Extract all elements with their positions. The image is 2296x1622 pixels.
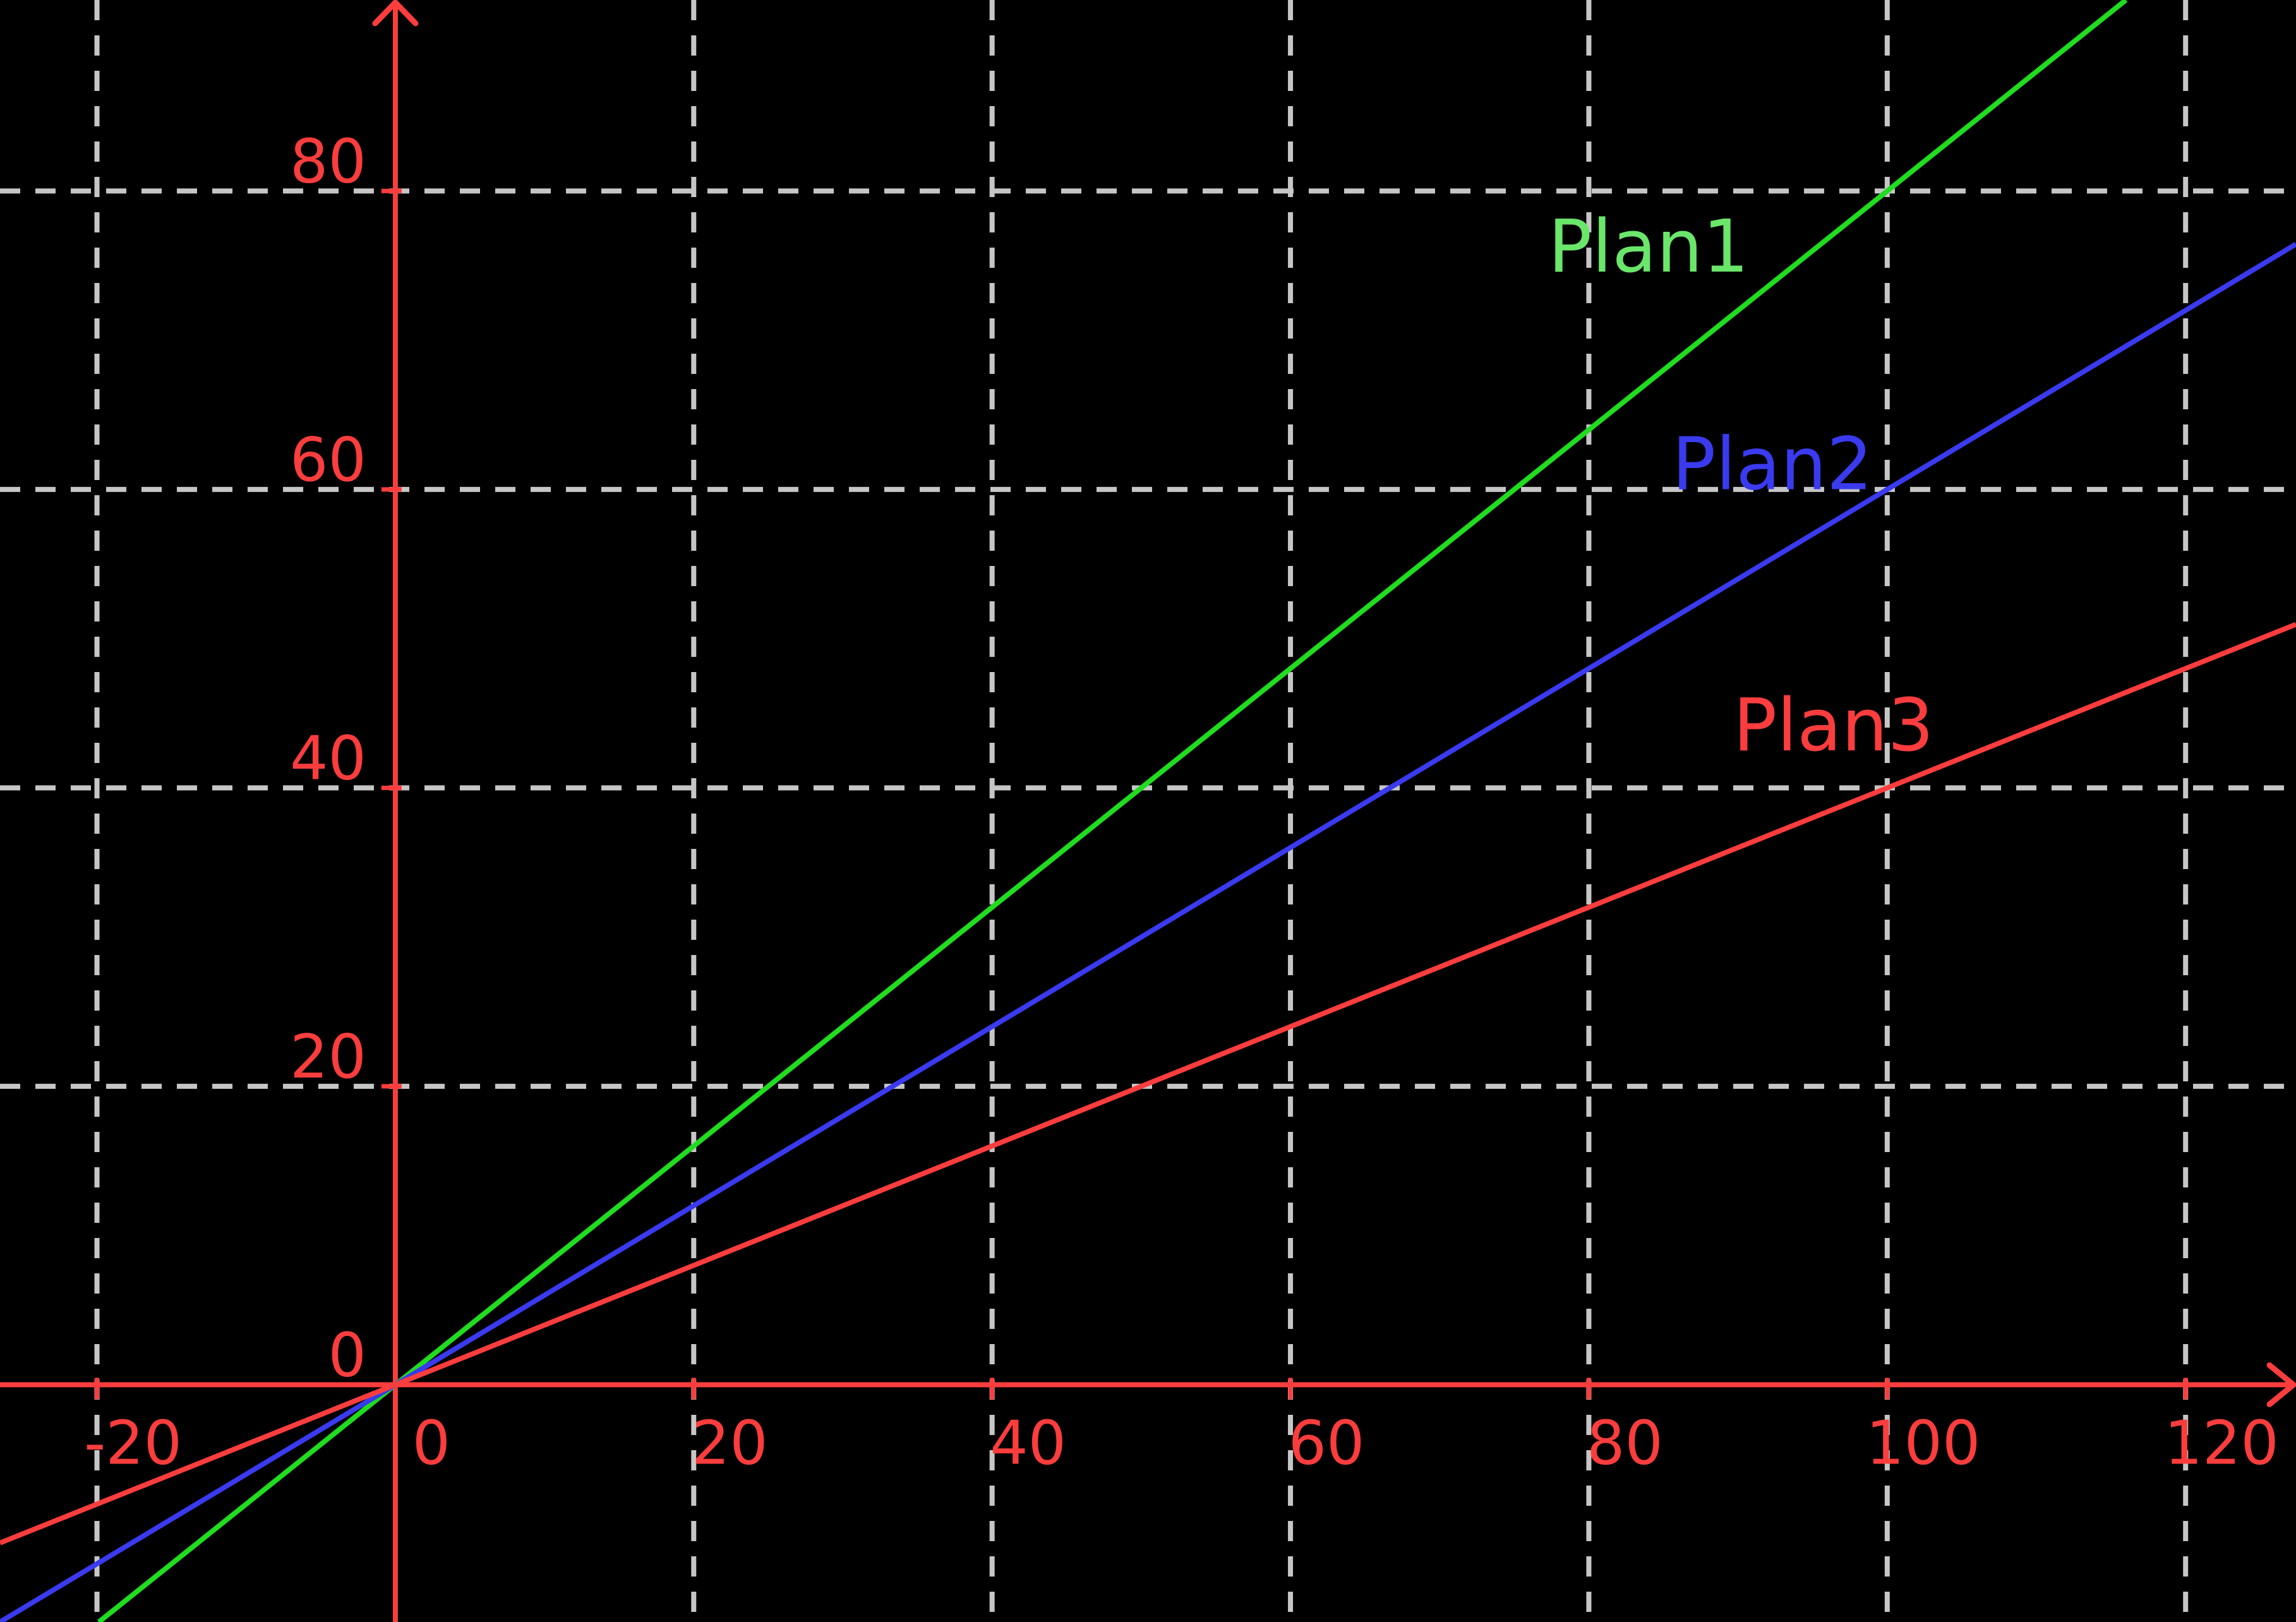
x-tick-label-60: 60	[1289, 1409, 1365, 1478]
x-tick-label-0: 0	[412, 1409, 450, 1478]
x-tick-label-100: 100	[1866, 1409, 1980, 1478]
series-label-plan2: Plan2	[1672, 423, 1873, 507]
y-tick-label-60: 60	[290, 426, 366, 495]
x-axis-arrow-icon	[2266, 1362, 2296, 1407]
series-label-plan3: Plan3	[1733, 683, 1934, 768]
y-tick-label-20: 20	[290, 1023, 366, 1092]
x-tick-label-40: 40	[990, 1409, 1066, 1478]
x-tick-label-20: 20	[692, 1409, 768, 1478]
x-tick-label-120: 120	[2165, 1409, 2279, 1478]
x-tick-label--20: -20	[84, 1409, 182, 1478]
x-tick-label-80: 80	[1587, 1409, 1663, 1478]
series-line-plan3	[0, 622, 2296, 1546]
series-line-plan1	[97, 0, 2128, 1622]
series-labels-group: Plan1 Plan2 Plan3	[1548, 205, 1934, 768]
y-tick-label-80: 80	[290, 127, 366, 196]
y-axis-arrow-icon	[372, 0, 419, 27]
y-tick-label-40: 40	[290, 724, 366, 793]
y-tick-label-0: 0	[328, 1321, 366, 1390]
tick-labels-group: -20 0 20 40 60 80 100 120 0 20 40 60 80	[84, 127, 2279, 1478]
series-label-plan1: Plan1	[1548, 205, 1749, 289]
